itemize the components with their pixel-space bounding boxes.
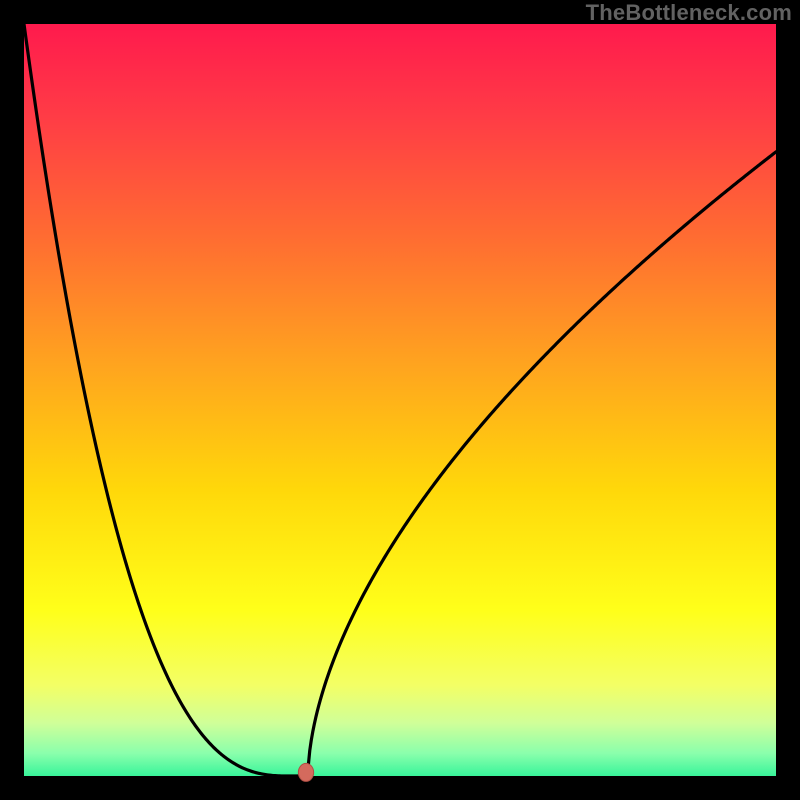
chart-background — [0, 0, 800, 800]
chart-stage: TheBottleneck.com — [0, 0, 800, 800]
